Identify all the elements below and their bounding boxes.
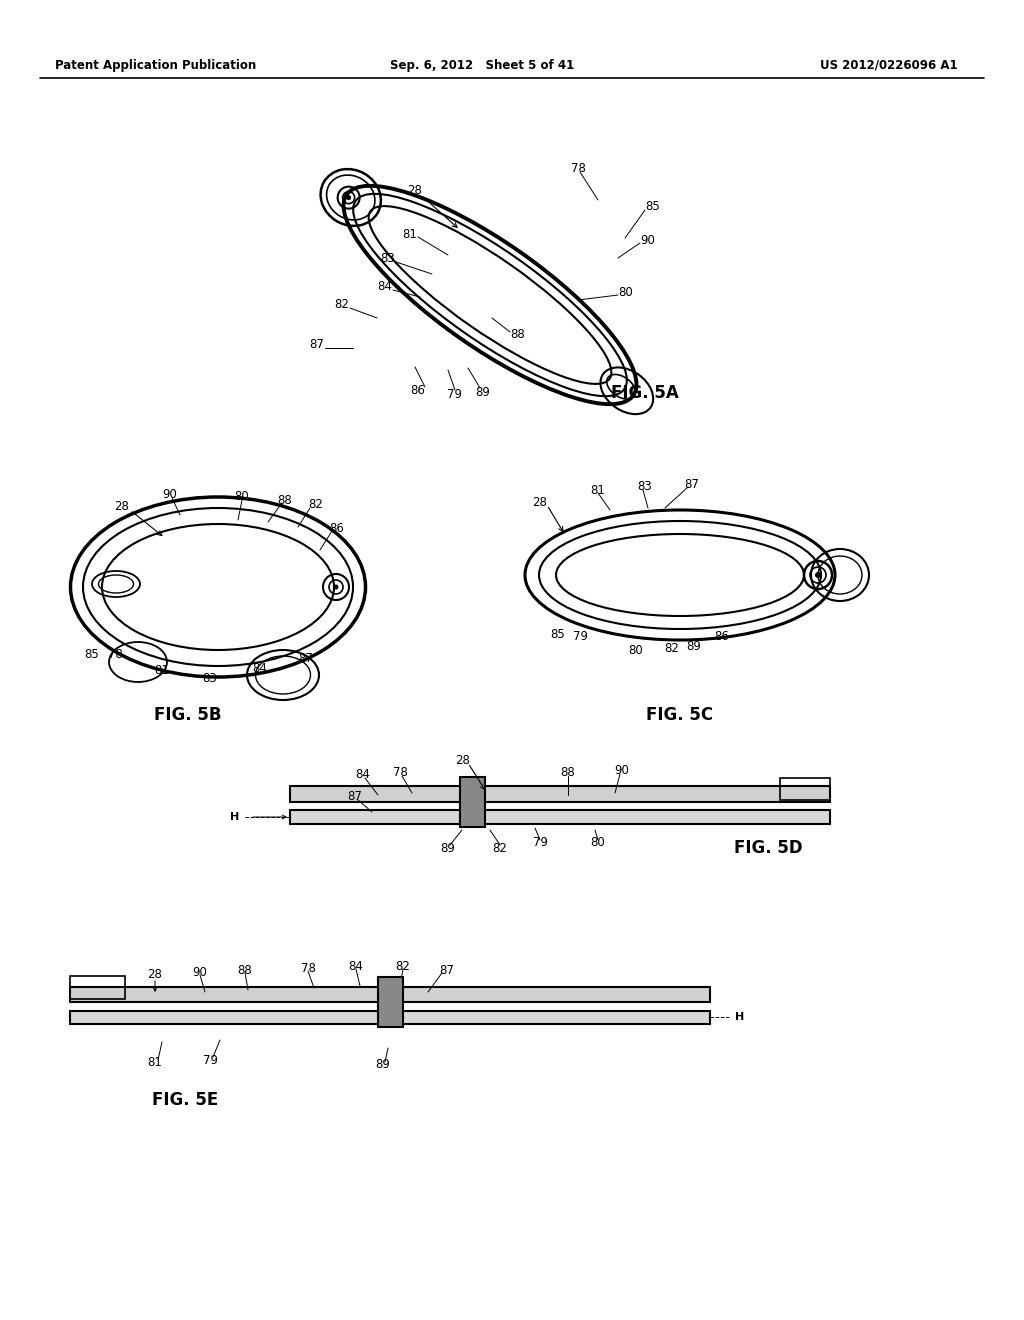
Text: 84: 84 — [253, 661, 267, 675]
Text: Sep. 6, 2012   Sheet 5 of 41: Sep. 6, 2012 Sheet 5 of 41 — [390, 58, 574, 71]
Text: Patent Application Publication: Patent Application Publication — [55, 58, 256, 71]
Text: 90: 90 — [614, 764, 630, 777]
Text: 90: 90 — [193, 965, 208, 978]
Bar — [290, 785, 830, 803]
Bar — [780, 777, 830, 800]
Text: 78: 78 — [108, 648, 123, 661]
Text: 82: 82 — [665, 642, 680, 655]
Text: 90: 90 — [163, 488, 177, 502]
Bar — [70, 987, 710, 1002]
Bar — [290, 785, 830, 803]
Ellipse shape — [558, 536, 802, 614]
Text: 83: 83 — [638, 480, 652, 494]
Bar — [460, 777, 485, 828]
Circle shape — [334, 585, 339, 590]
Text: 86: 86 — [715, 631, 729, 644]
Bar — [70, 987, 710, 1002]
Text: 81: 81 — [147, 1056, 163, 1069]
Text: 28: 28 — [532, 495, 548, 508]
Text: FIG. 5B: FIG. 5B — [155, 706, 222, 723]
Text: 80: 80 — [629, 644, 643, 656]
Text: 89: 89 — [686, 640, 701, 653]
Bar — [70, 1011, 710, 1024]
Text: 89: 89 — [376, 1059, 390, 1072]
Text: 79: 79 — [572, 631, 588, 644]
Text: FIG. 5A: FIG. 5A — [611, 384, 679, 403]
Text: 87: 87 — [309, 338, 325, 351]
Text: 87: 87 — [439, 964, 455, 977]
Text: 85: 85 — [85, 648, 99, 661]
Text: 28: 28 — [456, 754, 470, 767]
Text: 89: 89 — [475, 385, 490, 399]
Text: 79: 79 — [532, 837, 548, 850]
Text: 87: 87 — [299, 652, 313, 664]
Text: 82: 82 — [395, 960, 411, 973]
Text: 79: 79 — [203, 1053, 217, 1067]
Text: 88: 88 — [278, 494, 293, 507]
Bar — [290, 810, 830, 824]
Text: 81: 81 — [591, 483, 605, 496]
Text: 85: 85 — [551, 628, 565, 642]
Text: 85: 85 — [645, 201, 660, 214]
Text: 78: 78 — [301, 961, 315, 974]
Text: 86: 86 — [330, 521, 344, 535]
Text: 78: 78 — [570, 162, 586, 176]
Bar — [70, 975, 125, 999]
Bar — [378, 977, 403, 1027]
Text: 80: 80 — [234, 491, 250, 503]
Bar — [290, 810, 830, 824]
Text: FIG. 5E: FIG. 5E — [152, 1092, 218, 1109]
Text: 86: 86 — [411, 384, 425, 397]
Text: 28: 28 — [408, 185, 423, 198]
Text: H: H — [230, 812, 240, 822]
Text: 81: 81 — [155, 664, 169, 676]
Text: 28: 28 — [147, 969, 163, 982]
Text: 88: 88 — [560, 767, 575, 780]
Text: 78: 78 — [392, 767, 408, 780]
Bar — [70, 1011, 710, 1024]
Text: 89: 89 — [440, 842, 456, 854]
Text: 81: 81 — [402, 227, 418, 240]
Text: 80: 80 — [591, 837, 605, 850]
Text: 83: 83 — [381, 252, 395, 265]
Bar — [378, 977, 403, 1027]
Text: 80: 80 — [618, 285, 634, 298]
Text: 83: 83 — [203, 672, 217, 685]
Text: 84: 84 — [355, 768, 371, 781]
Text: 28: 28 — [115, 500, 129, 513]
Circle shape — [815, 572, 821, 578]
Text: 90: 90 — [641, 234, 655, 247]
Bar — [460, 777, 485, 828]
Text: 84: 84 — [348, 960, 364, 973]
Text: 84: 84 — [378, 281, 392, 293]
Text: H: H — [735, 1012, 744, 1022]
Text: 88: 88 — [238, 964, 252, 977]
Text: 82: 82 — [335, 298, 349, 312]
Text: 87: 87 — [347, 791, 362, 804]
Text: 87: 87 — [685, 478, 699, 491]
Text: 82: 82 — [493, 842, 508, 854]
Text: FIG. 5D: FIG. 5D — [733, 840, 803, 857]
Ellipse shape — [371, 207, 609, 383]
Text: US 2012/0226096 A1: US 2012/0226096 A1 — [820, 58, 957, 71]
Circle shape — [346, 195, 351, 201]
Text: 79: 79 — [447, 388, 463, 400]
Text: FIG. 5C: FIG. 5C — [646, 706, 714, 723]
Text: 82: 82 — [308, 499, 324, 511]
Ellipse shape — [104, 525, 332, 648]
Text: 88: 88 — [511, 329, 525, 342]
